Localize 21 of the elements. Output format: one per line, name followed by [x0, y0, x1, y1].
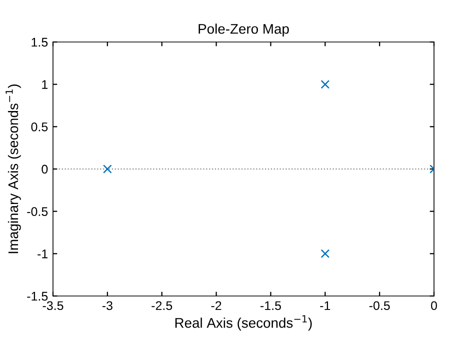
x-tick-label: -2 — [211, 301, 222, 310]
x-tick-label: -1 — [320, 301, 330, 310]
point — [320, 80, 330, 89]
x-tick-label: -1.5 — [260, 301, 281, 310]
point — [320, 249, 330, 258]
point — [103, 164, 112, 174]
y-tick-label: 0 — [42, 164, 48, 174]
y-tick-label: 1 — [42, 80, 48, 89]
y-axis-title: Imaginary Axis (seconds$^{−1}$) — [6, 84, 21, 254]
chart-title: Pole-Zero Map — [198, 24, 289, 37]
y-tick-label: -0.5 — [27, 207, 48, 216]
x-tick-label: -0.5 — [369, 301, 390, 310]
y-tick-label: -1 — [38, 250, 48, 258]
y-tick-label: 1.5 — [32, 38, 48, 47]
y-tick-label: -1.5 — [27, 292, 48, 301]
x-tick-label: 0 — [431, 301, 437, 310]
x-tick-label: -3.5 — [42, 301, 64, 310]
y-tick-label: 0.5 — [31, 122, 48, 132]
x-tick-label: -2.5 — [152, 301, 172, 310]
x-tick-label: -3 — [102, 301, 112, 310]
x-axis-title: Real Axis (seconds$^{−1}$) — [175, 315, 312, 331]
